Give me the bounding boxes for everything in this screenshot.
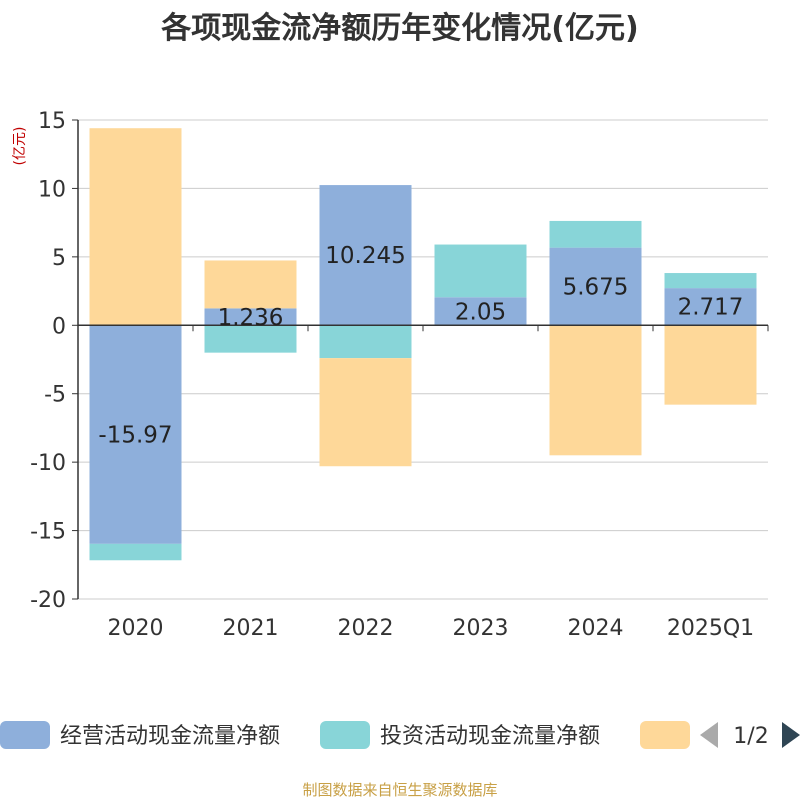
bar-2020-series-0: [89, 325, 182, 544]
legend-swatch-2: [640, 721, 690, 749]
y-tick-label: 0: [52, 314, 66, 339]
x-tick-label: 2024: [568, 616, 624, 641]
x-tick-label: 2021: [223, 616, 279, 641]
bar-2022-series-1: [319, 325, 412, 359]
bar-2020-series-1: [89, 543, 182, 561]
bar-2024-series-1: [549, 220, 642, 248]
legend-swatch-0: [0, 721, 50, 749]
legend: 经营活动现金流量净额 投资活动现金流量净额 1/2: [0, 721, 800, 749]
bars: [89, 128, 757, 561]
source-note: 制图数据来自恒生聚源数据库: [302, 781, 497, 799]
legend-swatch-1: [320, 721, 370, 749]
bar-2022-series-0: [319, 185, 412, 326]
data-label: 10.245: [325, 243, 405, 269]
bar-2024-series-2: [549, 325, 642, 456]
y-tick-label: 5: [52, 246, 66, 271]
legend-label-0: 经营活动现金流量净额: [60, 724, 280, 749]
y-tick-label: -5: [44, 383, 66, 408]
legend-page-indicator: 1/2: [733, 724, 768, 749]
data-label: -15.97: [98, 423, 172, 449]
chart-title: 各项现金流净额历年变化情况(亿元): [160, 11, 638, 46]
data-label: 2.717: [678, 295, 744, 321]
bar-2025Q1-series-0: [664, 288, 757, 326]
x-tick-label: 2025Q1: [667, 616, 754, 641]
bar-2021-series-0: [204, 308, 297, 326]
bar-2021-series-2: [204, 260, 297, 309]
bar-2024-series-0: [549, 247, 642, 326]
bar-2023-series-1: [434, 244, 527, 298]
y-tick-label: -20: [30, 588, 66, 613]
y-tick-label: 15: [38, 109, 66, 134]
x-tick-label: 2022: [338, 616, 394, 641]
bar-2022-series-2: [319, 358, 412, 467]
axes: 15 10 5 0 -5 -10 -15 -20 2020 2021 2022 2023 2024 202…: [30, 109, 769, 641]
y-axis-label: (亿元): [12, 127, 28, 166]
legend-label-1: 投资活动现金流量净额: [380, 724, 600, 749]
y-tick-label: 10: [38, 177, 66, 202]
y-tick-label: -15: [30, 520, 66, 545]
bar-2025Q1-series-1: [664, 273, 757, 289]
data-label: 1.236: [218, 305, 284, 331]
data-labels: -15.97 1.236 10.245 2.05 5.675 2.717: [98, 243, 743, 448]
data-label: 5.675: [563, 274, 629, 300]
bar-2025Q1-series-2: [664, 325, 757, 405]
y-tick-label: -10: [30, 451, 66, 476]
pager-next-icon: [782, 722, 800, 748]
x-tick-label: 2020: [108, 616, 164, 641]
data-label: 2.05: [455, 299, 506, 325]
bar-2023-series-0: [434, 297, 527, 326]
bar-2020-series-2: [89, 128, 182, 326]
grid-lines: [78, 119, 768, 600]
x-tick-label: 2023: [453, 616, 509, 641]
bar-2021-series-1: [204, 325, 297, 353]
pager-prev-icon: [700, 722, 718, 748]
